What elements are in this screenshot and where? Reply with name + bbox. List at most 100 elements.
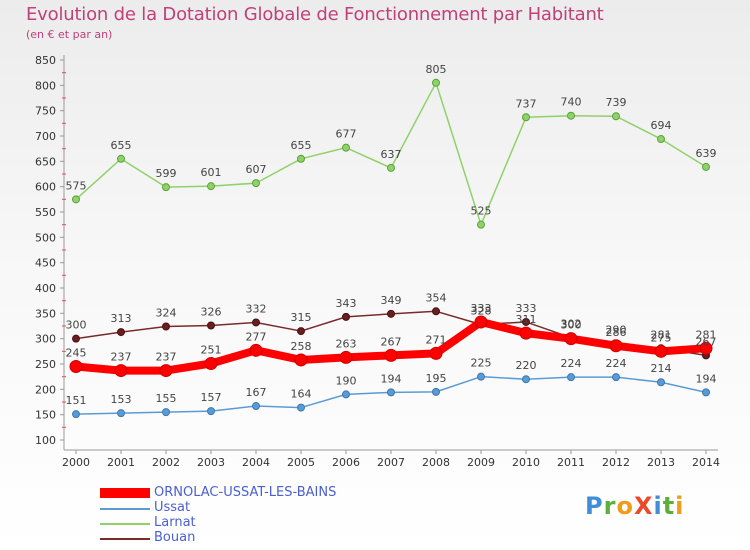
data-point-bouan [252, 318, 260, 327]
data-label-larnat: 575 [66, 179, 87, 192]
data-label-larnat: 677 [336, 128, 357, 141]
x-tick-label: 2009 [467, 456, 495, 469]
x-tick-label: 2003 [197, 456, 225, 469]
data-point-larnat [387, 163, 395, 172]
y-tick-label: 800 [35, 79, 56, 92]
data-label-ussat: 225 [471, 357, 492, 370]
data-point-larnat [657, 135, 665, 144]
data-point-ornolac [249, 343, 263, 357]
y-tick-label: 500 [35, 231, 56, 244]
y-tick-label: 150 [35, 409, 56, 422]
data-label-ussat: 157 [201, 391, 222, 404]
y-tick-label: 200 [35, 383, 56, 396]
data-label-ornolac: 267 [381, 335, 402, 348]
proxiti-logo: ProXiti [585, 492, 685, 520]
data-label-ornolac: 277 [246, 330, 267, 343]
data-point-ussat [477, 372, 485, 381]
data-label-bouan: 354 [426, 291, 447, 304]
data-label-larnat: 639 [696, 147, 717, 160]
data-point-bouan [297, 327, 305, 336]
legend-label-ornolac: ORNOLAC-USSAT-LES-BAINS [154, 485, 337, 500]
data-point-bouan [387, 309, 395, 318]
data-point-larnat [612, 112, 620, 121]
data-point-ussat [162, 408, 170, 417]
data-label-bouan: 267 [696, 335, 717, 348]
data-point-ussat [657, 378, 665, 387]
data-label-larnat: 599 [156, 167, 177, 180]
x-tick-label: 2004 [242, 456, 270, 469]
data-label-ornolac: 237 [156, 351, 177, 364]
y-tick-label: 750 [35, 105, 56, 118]
data-label-larnat: 637 [381, 148, 402, 161]
chart-title: Evolution de la Dotation Globale de Fonc… [26, 4, 604, 25]
data-label-ornolac: 245 [66, 347, 87, 360]
data-label-ussat: 194 [696, 372, 717, 385]
data-label-bouan: 332 [246, 302, 267, 315]
data-point-ussat [612, 373, 620, 382]
legend-swatch-ussat [100, 508, 150, 510]
data-label-bouan: 281 [651, 328, 672, 341]
y-tick-label: 300 [35, 333, 56, 346]
data-label-bouan: 326 [201, 305, 222, 318]
data-point-bouan [117, 328, 125, 337]
data-label-larnat: 805 [426, 63, 447, 76]
data-label-ornolac: 281 [696, 328, 717, 341]
data-point-larnat [207, 182, 215, 191]
data-label-ussat: 167 [246, 386, 267, 399]
data-point-ussat [522, 375, 530, 384]
data-point-ornolac [294, 353, 308, 367]
data-point-larnat [72, 195, 80, 204]
x-tick-label: 2014 [692, 456, 720, 469]
data-point-ussat [297, 403, 305, 412]
data-label-larnat: 655 [111, 139, 132, 152]
data-point-ussat [117, 409, 125, 418]
data-label-ussat: 224 [606, 357, 627, 370]
data-label-ussat: 220 [516, 359, 537, 372]
x-tick-label: 2011 [557, 456, 585, 469]
data-label-ornolac: 237 [111, 351, 132, 364]
data-point-larnat [522, 113, 530, 122]
x-tick-label: 2013 [647, 456, 675, 469]
data-point-ornolac [114, 364, 128, 378]
y-tick-label: 600 [35, 181, 56, 194]
data-label-larnat: 525 [471, 205, 492, 218]
data-label-ornolac: 271 [426, 333, 447, 346]
y-tick-label: 400 [35, 282, 56, 295]
data-point-ussat [72, 410, 80, 419]
data-point-bouan [162, 322, 170, 331]
data-label-ussat: 214 [651, 362, 672, 375]
legend-label-ussat: Ussat [154, 500, 191, 515]
y-tick-label: 850 [35, 54, 56, 67]
data-point-larnat [702, 162, 710, 171]
data-label-ussat: 155 [156, 392, 177, 405]
x-tick-label: 2005 [287, 456, 315, 469]
data-label-larnat: 740 [561, 96, 582, 109]
data-label-ussat: 190 [336, 374, 357, 387]
y-tick-label: 550 [35, 206, 56, 219]
data-point-ornolac [609, 339, 623, 353]
data-point-bouan [207, 321, 215, 330]
data-label-ussat: 151 [66, 394, 87, 407]
y-tick-label: 700 [35, 130, 56, 143]
y-tick-label: 250 [35, 358, 56, 371]
data-point-bouan [432, 307, 440, 316]
y-tick-label: 650 [35, 155, 56, 168]
data-point-ussat [252, 402, 260, 411]
data-label-ornolac: 333 [471, 302, 492, 315]
data-label-ussat: 164 [291, 388, 312, 401]
legend-swatch-larnat [100, 523, 150, 525]
data-label-bouan: 302 [561, 318, 582, 331]
x-tick-label: 2000 [62, 456, 90, 469]
data-point-ornolac [564, 332, 578, 346]
data-label-ornolac: 275 [651, 331, 672, 344]
data-point-larnat [567, 111, 575, 120]
data-point-ussat [342, 390, 350, 399]
data-label-bouan: 300 [66, 319, 87, 332]
data-point-ornolac [204, 356, 218, 370]
data-label-larnat: 737 [516, 97, 537, 110]
data-label-ussat: 153 [111, 393, 132, 406]
data-point-larnat [342, 143, 350, 152]
x-tick-label: 2001 [107, 456, 135, 469]
